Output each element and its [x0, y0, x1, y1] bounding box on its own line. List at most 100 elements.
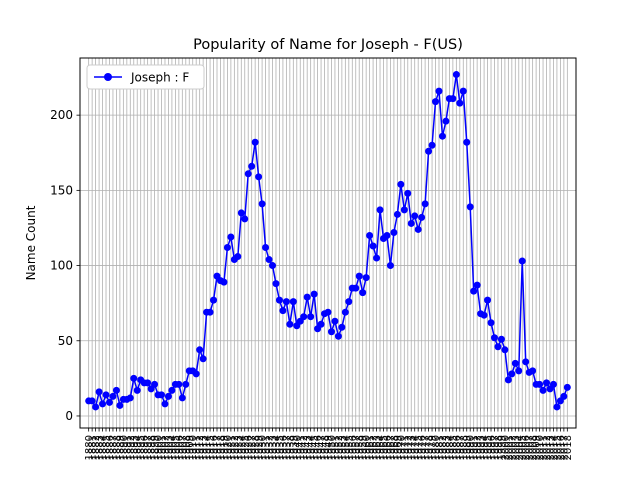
x-tick-label: 1987: [455, 435, 466, 460]
x-tick-label: 1961: [365, 435, 376, 460]
data-point: [237, 209, 245, 217]
x-tick-label: 1978: [424, 435, 435, 460]
data-point: [164, 392, 172, 400]
x-tick-label: 1990: [466, 435, 477, 460]
x-tick-label: 1999: [497, 435, 508, 460]
data-point: [286, 320, 294, 328]
data-point: [352, 284, 360, 292]
x-tick-label: 1889: [115, 435, 126, 460]
x-tick-label: 1923: [233, 435, 244, 460]
legend: Joseph : F: [86, 64, 205, 90]
data-point: [529, 367, 537, 375]
data-point: [223, 244, 231, 252]
data-point: [99, 400, 107, 408]
x-tick-label: 1926: [244, 435, 255, 460]
data-point: [369, 242, 377, 250]
x-tick-label: 2016: [556, 435, 567, 460]
data-point: [88, 397, 96, 405]
x-tick-label: 2002: [507, 435, 518, 460]
data-point: [393, 210, 401, 218]
x-tick-label: 1911: [192, 435, 203, 460]
x-tick-label: 1989: [462, 435, 473, 460]
x-tick-label: 1936: [278, 435, 289, 460]
x-tick-label: 2018: [563, 435, 574, 460]
x-tick-label: 1880: [84, 435, 95, 460]
x-tick-label: 1984: [445, 435, 456, 460]
data-point: [112, 386, 120, 394]
x-tick-label: 2008: [528, 435, 539, 460]
chart-title: Popularity of Name for Joseph - F(US): [193, 37, 463, 53]
x-tick-label: 1884: [98, 435, 109, 460]
x-tick-label: 1985: [448, 435, 459, 460]
x-tick-label: 1897: [143, 435, 154, 460]
x-tick-label: 1896: [140, 435, 151, 460]
legend-box: [86, 64, 205, 90]
x-tick-label: 1992: [473, 435, 484, 460]
data-point: [248, 162, 256, 170]
data-point: [331, 317, 339, 325]
x-tick-label: 2006: [521, 435, 532, 460]
x-tick-label: 1940: [292, 435, 303, 460]
data-point: [501, 346, 509, 354]
x-tick-label: 1933: [268, 435, 279, 460]
x-tick-label: 1881: [88, 435, 99, 460]
x-tick-label: 1952: [334, 435, 345, 460]
y-tick-label: 50: [58, 334, 73, 348]
data-point: [383, 231, 391, 239]
x-tick-label: 1898: [147, 435, 158, 460]
data-point: [376, 206, 384, 214]
x-tick-label: 1986: [452, 435, 463, 460]
x-tick-label: 1922: [230, 435, 241, 460]
data-point: [116, 401, 124, 409]
x-tick-label: 1937: [282, 435, 293, 460]
x-tick-label: 1888: [112, 435, 123, 460]
data-point: [362, 274, 370, 282]
data-point: [518, 257, 526, 265]
data-point: [241, 215, 249, 223]
x-tick-label: 2005: [518, 435, 529, 460]
data-point: [497, 335, 505, 343]
x-tick-label: 1928: [251, 435, 262, 460]
data-point: [161, 400, 169, 408]
x-tick-label: 1921: [226, 435, 237, 460]
x-tick-label: 1956: [348, 435, 359, 460]
data-point: [317, 320, 325, 328]
x-tick-label: 1882: [91, 435, 102, 460]
x-tick-label: 1948: [320, 435, 331, 460]
data-point: [126, 394, 134, 402]
x-tick-label: 1934: [271, 435, 282, 460]
data-point: [511, 359, 519, 367]
data-point: [442, 117, 450, 125]
data-point: [459, 87, 467, 95]
data-point: [411, 212, 419, 220]
data-point: [341, 308, 349, 316]
data-point: [407, 219, 415, 227]
x-tick-label: 1908: [181, 435, 192, 460]
data-point: [484, 296, 492, 304]
x-tick-label: 1969: [393, 435, 404, 460]
data-point: [258, 200, 266, 208]
data-point: [310, 290, 318, 298]
x-tick-label: 1913: [199, 435, 210, 460]
x-tick-label: 1953: [337, 435, 348, 460]
data-point: [95, 388, 103, 396]
data-point: [549, 380, 557, 388]
x-tick-label: 1893: [129, 435, 140, 460]
x-tick-label: 1976: [417, 435, 428, 460]
x-tick-label: 1958: [355, 435, 366, 460]
x-tick-label: 1915: [206, 435, 217, 460]
data-point: [168, 386, 176, 394]
x-tick-label: 2011: [539, 435, 550, 460]
data-point: [144, 379, 152, 387]
data-point: [470, 287, 478, 295]
data-point: [158, 391, 166, 399]
x-tick-label: 2017: [559, 435, 570, 460]
y-tick-label: 150: [50, 183, 73, 197]
data-point: [414, 225, 422, 233]
data-point: [536, 380, 544, 388]
data-point: [282, 298, 290, 306]
x-tick-label: 1942: [299, 435, 310, 460]
x-tick-label: 1887: [108, 435, 119, 460]
